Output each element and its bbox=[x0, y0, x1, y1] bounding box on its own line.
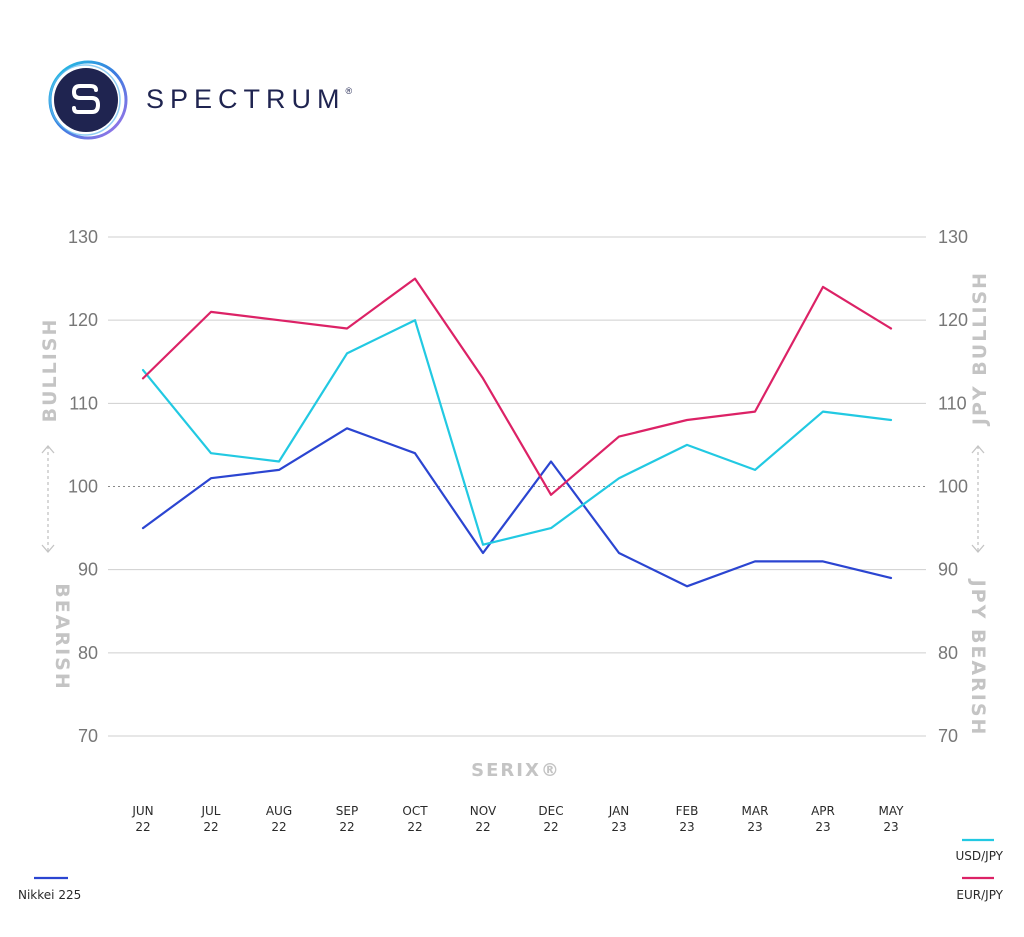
legend-label: USD/JPY bbox=[955, 849, 1003, 863]
category-label: JAN 23 bbox=[608, 804, 630, 834]
left-axis-label-bottom: BEARISH bbox=[51, 583, 73, 690]
left-tick-label: 120 bbox=[68, 310, 98, 330]
category-month: MAY bbox=[879, 804, 905, 818]
category-year: 22 bbox=[203, 820, 218, 834]
series-lines bbox=[141, 277, 893, 588]
category-month: APR bbox=[811, 804, 835, 818]
right-axis-label-bottom: JPY BEARISH bbox=[967, 578, 989, 737]
right-updown-arrow-icon bbox=[971, 445, 985, 553]
right-tick-label: 80 bbox=[938, 643, 958, 663]
category-month: DEC bbox=[538, 804, 563, 818]
category-month: JUL bbox=[200, 804, 220, 818]
category-label: MAY 23 bbox=[879, 804, 905, 834]
category-label: JUN 22 bbox=[131, 804, 153, 834]
category-year: 23 bbox=[679, 820, 694, 834]
right-tick-label: 90 bbox=[938, 560, 958, 580]
category-month: SEP bbox=[336, 804, 358, 818]
category-year: 22 bbox=[407, 820, 422, 834]
series-line-usd-jpy bbox=[141, 319, 893, 546]
category-year: 23 bbox=[747, 820, 762, 834]
legend-label: EUR/JPY bbox=[956, 888, 1003, 902]
brand-name: SPECTRUM® bbox=[146, 84, 353, 114]
spectrum-logo-icon bbox=[48, 60, 128, 140]
category-label: FEB 23 bbox=[676, 804, 699, 834]
category-year: 22 bbox=[135, 820, 150, 834]
category-month: JUN bbox=[131, 804, 153, 818]
category-month: OCT bbox=[402, 804, 428, 818]
left-tick-label: 80 bbox=[78, 643, 98, 663]
category-label: MAR 23 bbox=[742, 804, 769, 834]
category-label: DEC 22 bbox=[538, 804, 563, 834]
left-tick-label: 100 bbox=[68, 477, 98, 497]
left-tick-label: 90 bbox=[78, 560, 98, 580]
right-tick-label: 110 bbox=[938, 393, 967, 413]
category-year: 23 bbox=[883, 820, 898, 834]
legend-item-nikkei-225: Nikkei 225 bbox=[18, 876, 81, 902]
left-axis-ticks: 130 120 110 100 90 80 70 bbox=[68, 227, 98, 746]
category-year: 23 bbox=[611, 820, 626, 834]
left-updown-arrow-icon bbox=[41, 445, 55, 553]
category-label: AUG 22 bbox=[266, 804, 292, 834]
category-label: JUL 22 bbox=[200, 804, 220, 834]
category-year: 22 bbox=[543, 820, 558, 834]
category-label: OCT 22 bbox=[402, 804, 428, 834]
left-axis-label-top: BULLISH bbox=[39, 318, 61, 423]
legend: Nikkei 225 USD/JPY EUR/JPY bbox=[18, 838, 1004, 902]
category-year: 22 bbox=[475, 820, 490, 834]
category-month: AUG bbox=[266, 804, 292, 818]
right-tick-label: 70 bbox=[938, 726, 958, 746]
right-tick-label: 120 bbox=[938, 310, 968, 330]
category-label: SEP 22 bbox=[336, 804, 358, 834]
category-label: APR 23 bbox=[811, 804, 835, 834]
right-tick-label: 130 bbox=[938, 227, 968, 247]
series-line-eur-jpy bbox=[141, 277, 893, 496]
left-tick-label: 130 bbox=[68, 227, 98, 247]
category-month: MAR bbox=[742, 804, 769, 818]
series-line-nikkei-225 bbox=[141, 427, 893, 588]
left-tick-label: 70 bbox=[78, 726, 98, 746]
left-tick-label: 110 bbox=[69, 393, 98, 413]
legend-item-usd-jpy: USD/JPY bbox=[955, 838, 1004, 863]
category-labels: JUN 22 JUL 22 AUG 22 SEP 22 OCT 22 NOV 22 DEC 22 JAN 23… bbox=[131, 804, 904, 834]
right-axis-label-top: JPY BULLISH bbox=[969, 271, 991, 427]
category-month: NOV bbox=[470, 804, 497, 818]
legend-item-eur-jpy: EUR/JPY bbox=[956, 876, 1004, 902]
gridlines bbox=[108, 236, 926, 737]
right-tick-label: 100 bbox=[938, 477, 968, 497]
legend-label: Nikkei 225 bbox=[18, 888, 81, 902]
right-axis-ticks: 70 80 90 100 110 120 130 bbox=[938, 227, 968, 746]
x-axis-label: SERIX® bbox=[471, 760, 561, 781]
category-month: JAN bbox=[608, 804, 630, 818]
category-year: 23 bbox=[815, 820, 830, 834]
category-month: FEB bbox=[676, 804, 699, 818]
category-year: 22 bbox=[339, 820, 354, 834]
category-label: NOV 22 bbox=[470, 804, 497, 834]
category-year: 22 bbox=[271, 820, 286, 834]
